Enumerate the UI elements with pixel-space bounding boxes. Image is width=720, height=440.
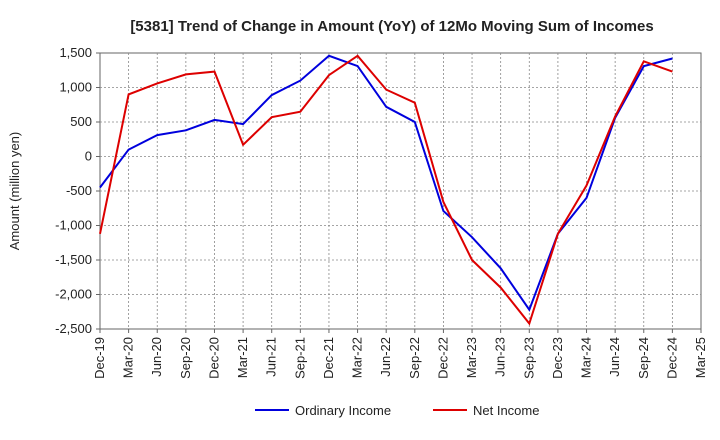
legend: Ordinary Income Net Income [255, 403, 539, 418]
x-tick-label: Mar-21 [235, 337, 250, 378]
x-tick-label: Mar-20 [121, 337, 136, 378]
series-layer [99, 54, 673, 326]
x-tick-label: Mar-22 [350, 337, 365, 378]
x-tick-label: Mar-25 [693, 337, 708, 378]
x-tick-label: Sep-20 [178, 337, 193, 379]
x-tick-label: Sep-22 [407, 337, 422, 379]
x-tick-label: Sep-24 [636, 337, 651, 379]
x-tick-label: Dec-24 [664, 337, 679, 379]
y-tick-label: -2,000 [55, 287, 92, 302]
y-tick-label: -1,000 [55, 218, 92, 233]
x-tick-label: Sep-21 [292, 337, 307, 379]
x-tick-label: Dec-19 [92, 337, 107, 379]
x-tick-label: Dec-23 [550, 337, 565, 379]
x-tick-label: Jun-23 [493, 337, 508, 377]
y-tick-label: 1,000 [59, 80, 92, 95]
y-tick-label: -2,500 [55, 321, 92, 336]
x-tick-label: Dec-21 [321, 337, 336, 379]
x-tick-label: Jun-21 [264, 337, 279, 377]
net-income-line [99, 54, 673, 326]
chart-title: [5381] Trend of Change in Amount (YoY) o… [130, 18, 653, 35]
y-tick-label: 500 [70, 114, 92, 129]
y-tick-label: -1,500 [55, 252, 92, 267]
y-tick-label: 1,500 [59, 45, 92, 60]
y-tick-label: -500 [66, 183, 92, 198]
x-tick-label: Jun-22 [378, 337, 393, 377]
x-tick-label: Jun-20 [149, 337, 164, 377]
x-axis-ticks: Dec-19 Mar-20 Jun-20 Sep-20 Dec-20 Mar-21 Jun-… [92, 329, 708, 379]
x-tick-label: Dec-20 [206, 337, 221, 379]
y-axis-ticks: 1,500 1,000 500 0 -500 -1,000 -1,500 -2,000 -2,5… [55, 45, 100, 336]
x-tick-label: Sep-23 [521, 337, 536, 379]
legend-label-net-income: Net Income [473, 403, 539, 418]
y-tick-label: 0 [85, 149, 92, 164]
legend-label-ordinary-income: Ordinary Income [295, 403, 391, 418]
grid-layer [100, 53, 701, 329]
x-tick-label: Mar-24 [579, 337, 594, 378]
x-tick-label: Dec-22 [435, 337, 450, 379]
x-tick-label: Mar-23 [464, 337, 479, 378]
y-axis-label: Amount (million yen) [7, 132, 22, 251]
ordinary-income-line [99, 54, 673, 312]
x-tick-label: Jun-24 [607, 337, 622, 377]
